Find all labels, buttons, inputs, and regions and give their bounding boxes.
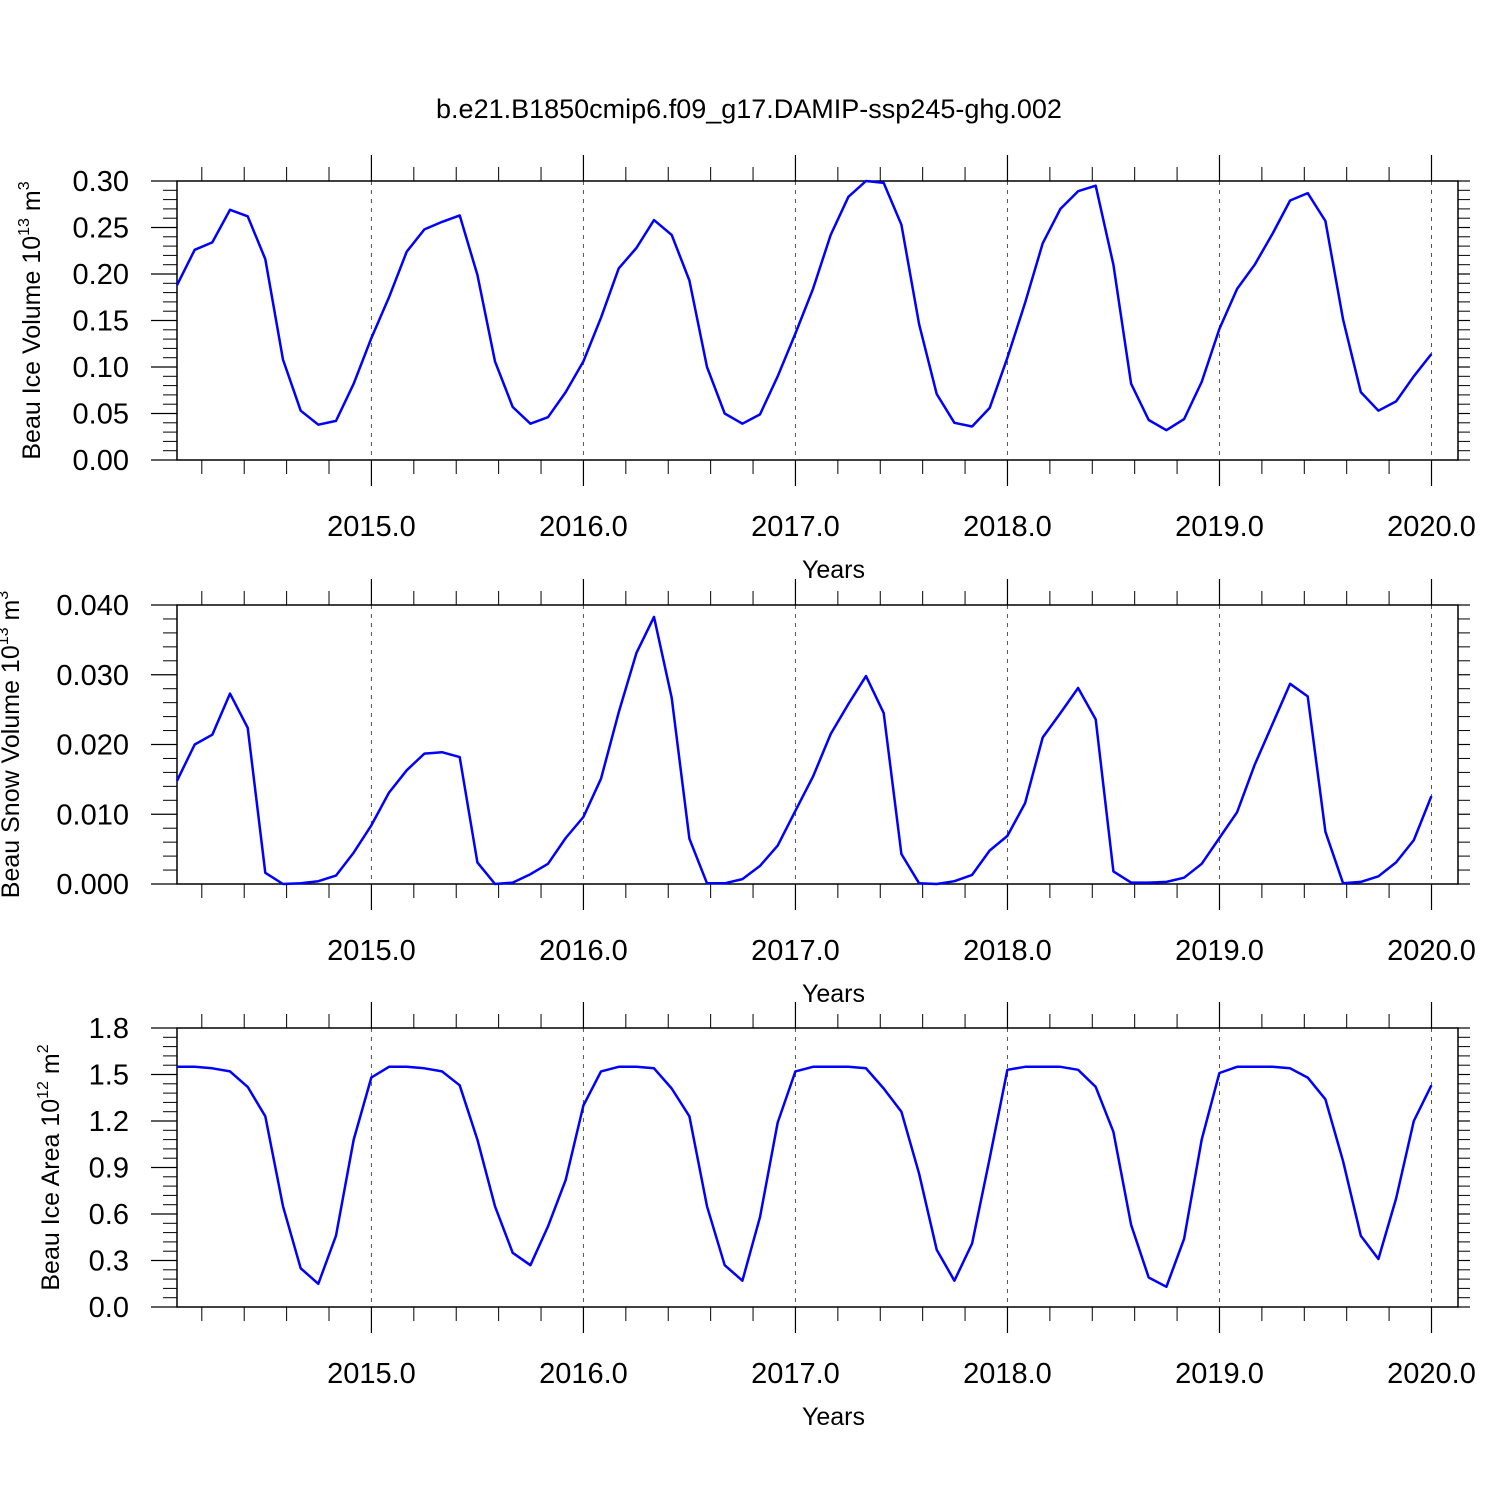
panel-2: 0.000 0.010 0.020 0.030 0.040 2015.0 2016.0 201…: [0, 579, 1476, 1008]
y-tick-label: 0.05: [73, 399, 129, 431]
x-tick-label: 2018.0: [963, 935, 1052, 967]
y-axis-label-exponent: 2: [35, 1044, 52, 1053]
y-axis-label-exponent: 3: [16, 181, 33, 190]
y-tick-label: 1.5: [89, 1060, 129, 1092]
y-axis-label-exponent: 12: [35, 1081, 52, 1099]
y-tick-label: 1.8: [89, 1013, 129, 1045]
y-axis-label: Beau Ice Volume 1013 m3: [16, 181, 46, 459]
y-axis-label-exponent: 13: [0, 627, 12, 645]
y-axis-label-text: Beau Ice Volume 10: [18, 236, 46, 460]
figure-title: b.e21.B1850cmip6.f09_g17.DAMIP-ssp245-gh…: [436, 94, 1062, 124]
y-tick-label: 0.20: [73, 259, 129, 291]
x-tick-label: 2015.0: [327, 1358, 416, 1390]
y-tick-label: 0.25: [73, 213, 129, 245]
y-tick-label: 0.0: [89, 1292, 129, 1324]
y-axis-label-text: Beau Snow Volume 10: [0, 645, 25, 898]
y-tick-label: 0.030: [56, 660, 129, 692]
y-tick-label: 1.2: [89, 1106, 129, 1138]
x-tick-label: 2019.0: [1175, 1358, 1264, 1390]
panel-1: 0.00 0.05 0.10 0.15 0.20 0.25 0.30 2015.0 2016.0…: [16, 155, 1476, 584]
x-tick-label: 2016.0: [539, 511, 628, 543]
x-tick-label: 2015.0: [327, 935, 416, 967]
y-tick-label: 0.00: [73, 445, 129, 477]
x-axis-label: Years: [802, 1403, 865, 1431]
y-axis-label: Beau Snow Volume 1013 m3: [0, 591, 25, 899]
plot-frame: [176, 604, 1459, 885]
y-tick-label: 0.30: [73, 166, 129, 198]
series-line: [177, 1065, 1433, 1289]
series-line: [175, 179, 1433, 432]
y-axis-label-text: m: [0, 600, 25, 628]
y-axis-label-exponent: 3: [0, 591, 12, 600]
y-tick-label: 0.020: [56, 730, 129, 762]
x-tick-label: 2016.0: [539, 935, 628, 967]
x-axis-label: Years: [802, 556, 865, 584]
y-axis-label-exponent: 13: [16, 218, 33, 236]
x-axis-label: Years: [802, 980, 865, 1008]
y-axis-label: Beau Ice Area 1012 m2: [35, 1044, 65, 1290]
x-tick-label: 2015.0: [327, 511, 416, 543]
x-tick-label: 2016.0: [539, 1358, 628, 1390]
x-tick-label: 2020.0: [1387, 511, 1476, 543]
y-tick-label: 0.15: [73, 306, 129, 338]
x-tick-label: 2017.0: [751, 935, 840, 967]
y-axis-label-text: Beau Ice Area 10: [37, 1099, 65, 1291]
y-axis-label-text: m: [37, 1053, 65, 1081]
x-tick-label: 2017.0: [751, 1358, 840, 1390]
series-line: [175, 615, 1433, 886]
x-tick-label: 2018.0: [963, 1358, 1052, 1390]
x-tick-label: 2019.0: [1175, 935, 1264, 967]
x-tick-label: 2020.0: [1387, 1358, 1476, 1390]
x-tick-label: 2020.0: [1387, 935, 1476, 967]
x-tick-label: 2018.0: [963, 511, 1052, 543]
y-tick-label: 0.010: [56, 799, 129, 831]
y-tick-label: 0.040: [56, 590, 129, 622]
plot-frame: [176, 180, 1459, 461]
panel-3: 0.0 0.3 0.6 0.9 1.2 1.5 1.8 2015.0 2016.0 2017.0 2…: [35, 1002, 1476, 1431]
y-tick-label: 0.10: [73, 352, 129, 384]
plot-frame: [176, 1027, 1459, 1308]
y-tick-label: 0.000: [56, 869, 129, 901]
y-tick-label: 0.9: [89, 1153, 129, 1185]
x-tick-label: 2019.0: [1175, 511, 1264, 543]
y-tick-label: 0.6: [89, 1199, 129, 1231]
y-axis-label-text: m: [18, 190, 46, 218]
x-tick-label: 2017.0: [751, 511, 840, 543]
y-tick-label: 0.3: [89, 1246, 129, 1278]
panels-group: 0.00 0.05 0.10 0.15 0.20 0.25 0.30 2015.0 2016.0…: [0, 155, 1476, 1431]
